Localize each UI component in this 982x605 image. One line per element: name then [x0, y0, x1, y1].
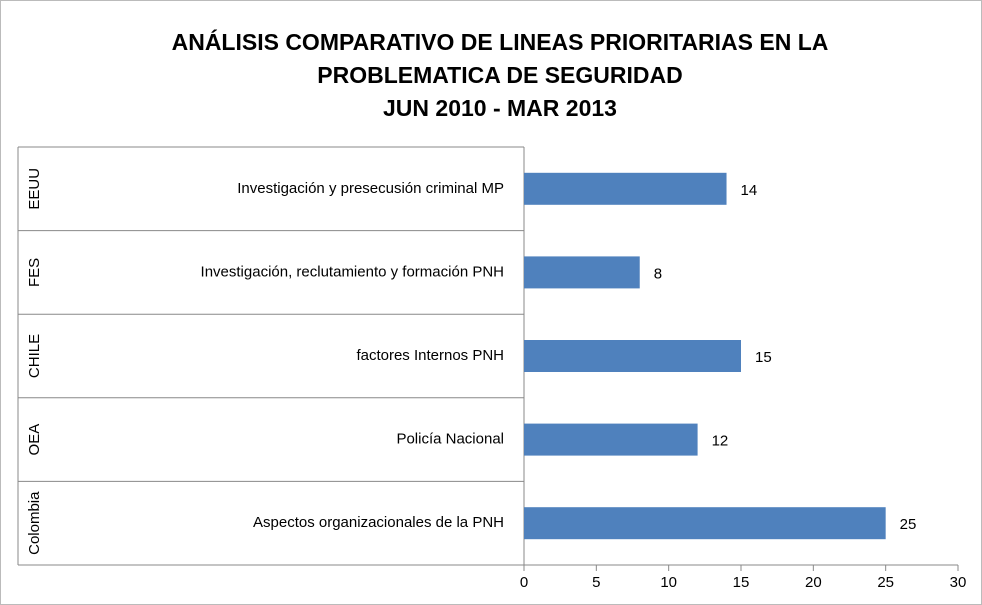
- x-tick-label: 25: [877, 574, 894, 591]
- bar: [524, 340, 741, 372]
- group-label: EEUU: [26, 168, 43, 210]
- category-label: Investigación, reclutamiento y formación…: [201, 263, 504, 280]
- bar: [524, 423, 698, 456]
- x-tick-label: 5: [592, 574, 600, 591]
- x-tick-label: 0: [520, 574, 528, 591]
- x-tick-label: 20: [805, 574, 822, 591]
- category-label: Policía Nacional: [396, 431, 504, 448]
- bar: [524, 172, 727, 205]
- data-label: 12: [712, 433, 729, 450]
- bar: [524, 507, 886, 540]
- x-tick-label: 15: [733, 574, 750, 591]
- category-label: Aspectos organizacionales de la PNH: [253, 514, 504, 531]
- category-label: Investigación y presecusión criminal MP: [237, 180, 504, 197]
- group-label: CHILE: [26, 334, 43, 378]
- chart-title: PROBLEMATICA DE SEGURIDAD: [317, 62, 682, 88]
- group-label: OEA: [26, 424, 43, 456]
- data-label: 8: [654, 265, 662, 282]
- x-tick-label: 30: [950, 574, 967, 591]
- bar: [524, 256, 640, 289]
- group-label: FES: [26, 258, 43, 287]
- category-label: factores Internos PNH: [356, 347, 504, 364]
- chart-title: JUN 2010 - MAR 2013: [383, 95, 617, 121]
- data-label: 14: [741, 182, 758, 199]
- data-label: 15: [755, 349, 772, 366]
- data-label: 25: [900, 516, 917, 533]
- x-tick-label: 10: [660, 574, 677, 591]
- group-label: Colombia: [26, 491, 43, 555]
- chart-title: ANÁLISIS COMPARATIVO DE LINEAS PRIORITAR…: [172, 28, 829, 55]
